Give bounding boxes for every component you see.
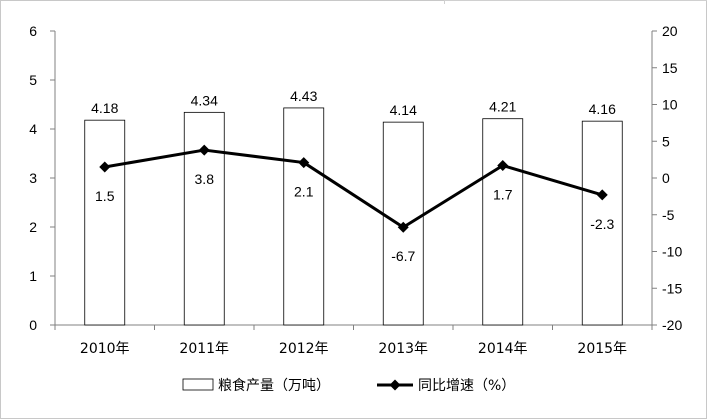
data-labels: 4.18 4.34 4.43 4.14 4.21 4.16 1.5 3.8 2.1 -6.7 1.7… <box>91 88 616 264</box>
left-tick-label: 2 <box>29 219 37 235</box>
bar-data-label: 4.18 <box>91 100 118 116</box>
left-tick-label: 3 <box>29 170 37 186</box>
x-tick-label: 2011年 <box>179 341 229 357</box>
growth-line <box>104 148 603 229</box>
legend-bar-label: 粮食产量（万吨） <box>218 377 330 394</box>
legend-bar-swatch <box>182 378 214 391</box>
right-tick-label: -10 <box>662 244 682 260</box>
right-tick-label: -20 <box>662 317 682 333</box>
line-data-label: 3.8 <box>195 171 215 187</box>
right-tick-label: 10 <box>662 97 678 113</box>
bar-data-label: 4.43 <box>290 88 317 104</box>
right-tick-label: 0 <box>662 170 670 186</box>
x-tick-label: 2014年 <box>478 341 528 357</box>
left-tick-label: 1 <box>29 268 37 284</box>
line-data-label: -6.7 <box>391 248 415 264</box>
bar <box>482 118 524 326</box>
line-point <box>198 144 210 156</box>
line-series <box>99 144 608 233</box>
line-point <box>397 221 409 233</box>
legend-line-label: 同比增速（%） <box>418 378 515 394</box>
line-data-label: 1.7 <box>493 187 513 203</box>
bar <box>183 111 225 326</box>
right-tick-label: -5 <box>662 207 675 223</box>
bar <box>581 120 623 326</box>
legend-line-marker <box>389 379 401 391</box>
right-tick-label: -15 <box>662 280 682 296</box>
line-data-label: 1.5 <box>95 188 115 204</box>
right-tick-label: 15 <box>662 60 678 76</box>
line-data-label: 2.1 <box>294 184 314 200</box>
right-tick-label: 5 <box>662 133 670 149</box>
left-tick-label: 5 <box>29 72 37 88</box>
x-tick-label: 2013年 <box>378 341 428 357</box>
bar-data-label: 4.14 <box>390 102 417 118</box>
bar-data-label: 4.16 <box>589 101 616 117</box>
sheet-edge <box>444 0 707 4</box>
line-data-label: -2.3 <box>590 216 614 232</box>
bar-series <box>84 107 623 326</box>
left-tick-label: 4 <box>29 121 37 137</box>
line-point <box>298 157 310 169</box>
bar-data-label: 4.34 <box>191 92 218 108</box>
x-tick-label: 2010年 <box>80 341 130 357</box>
bar <box>283 107 325 326</box>
left-tick-label: 6 <box>29 23 37 39</box>
bar-data-label: 4.21 <box>489 99 516 115</box>
left-tick-label: 0 <box>29 317 37 333</box>
line-point <box>497 160 509 172</box>
x-tick-label: 2015年 <box>577 341 627 357</box>
line-point <box>99 161 111 173</box>
legend: 粮食产量（万吨） 同比增速（%） <box>182 377 515 394</box>
x-tick-label: 2012年 <box>279 341 329 357</box>
bar <box>84 119 126 326</box>
line-point <box>596 189 608 201</box>
axes: 0 1 2 3 4 5 6 -20 -15 -10 -5 0 5 10 15 20 2010年 2011年 2012… <box>29 23 682 357</box>
right-tick-label: 20 <box>662 23 678 39</box>
